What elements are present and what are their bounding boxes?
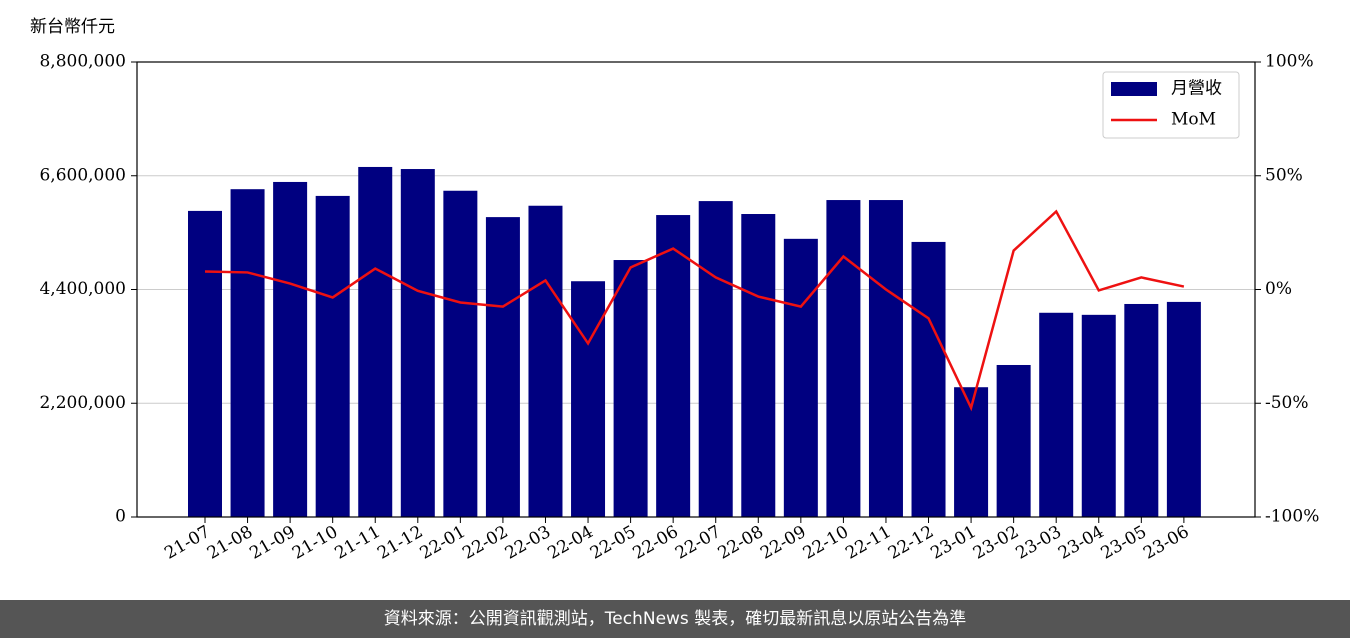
x-tick-label: 22-08	[715, 522, 767, 564]
plot-frame	[136, 61, 1256, 518]
bar	[783, 238, 818, 518]
y2-tick-label: 0%	[1265, 279, 1292, 299]
bar	[1124, 303, 1159, 517]
bar	[741, 214, 776, 518]
x-tick-label: 22-09	[757, 522, 809, 564]
x-tick-label: 21-10	[289, 522, 341, 564]
bar	[485, 217, 520, 517]
x-tick-label: 22-06	[629, 522, 681, 564]
footer: 資料來源：公開資訊觀測站，TechNews 製表，確切最新訊息以原站公告為準	[0, 600, 1350, 638]
y-tick-label: 0	[115, 507, 126, 527]
chart: 新台幣仟元 0 2,200,000 4,400,000 6,600,000 8,800,…	[30, 17, 1319, 564]
bar	[911, 241, 946, 517]
x-tick-label: 23-03	[1013, 522, 1065, 564]
x-tick-label: 22-10	[800, 522, 852, 564]
bar	[273, 181, 308, 518]
x-tick-label: 21-11	[332, 522, 384, 564]
x-tick-label: 23-04	[1055, 522, 1107, 564]
bar	[1039, 312, 1074, 517]
x-tick-label: 21-08	[204, 522, 256, 564]
bar	[826, 200, 861, 517]
x-tick-label: 22-07	[672, 522, 724, 564]
line	[204, 209, 1185, 412]
y-axis-label: 新台幣仟元	[30, 17, 115, 37]
y2-tick-label: 100%	[1265, 52, 1314, 72]
bar	[315, 195, 350, 517]
y-tick-label: 4,400,000	[39, 279, 126, 299]
legend-label: 月營收	[1171, 79, 1222, 99]
bar	[1081, 314, 1116, 517]
legend-swatch	[1111, 82, 1157, 96]
bar	[656, 215, 691, 517]
bar	[400, 169, 435, 517]
y-tick-label: 2,200,000	[39, 393, 126, 413]
x-tick-label: 22-01	[417, 522, 469, 564]
x-tick-label: 22-02	[459, 522, 511, 564]
x-tick-label: 23-01	[927, 522, 979, 564]
x-tick-label: 22-04	[544, 522, 596, 564]
y-tick-label: 6,600,000	[39, 165, 126, 185]
bar	[230, 189, 265, 517]
bar	[698, 201, 733, 518]
x-tick-label: 23-06	[1140, 522, 1192, 564]
bar	[188, 210, 222, 517]
bar	[868, 200, 903, 517]
x-tick-label: 21-09	[246, 522, 298, 564]
legend-label: MoM	[1171, 110, 1216, 130]
y2-tick-label: 50%	[1265, 165, 1303, 185]
x-tick-label: 21-07	[161, 522, 213, 564]
x-tick-label: 22-05	[587, 522, 639, 564]
x-tick-label: 21-12	[374, 522, 426, 564]
y2-tick-label: -100%	[1265, 507, 1319, 527]
bar	[1166, 301, 1201, 517]
x-tick-label: 22-12	[885, 522, 937, 564]
bar	[528, 205, 563, 517]
bar	[996, 364, 1031, 517]
x-tick-label: 22-03	[502, 522, 554, 564]
y2-tick-label: -50%	[1265, 393, 1309, 413]
bar	[358, 166, 393, 518]
x-tick-label: 23-05	[1098, 522, 1150, 564]
bar	[443, 190, 478, 517]
x-tick-label: 22-11	[842, 522, 894, 564]
x-tick-label: 23-02	[970, 522, 1022, 564]
y-tick-label: 8,800,000	[39, 52, 126, 72]
bar	[571, 281, 606, 517]
bar	[613, 260, 648, 517]
